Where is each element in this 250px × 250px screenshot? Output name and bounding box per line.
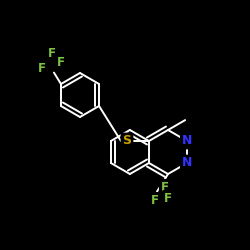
Text: F: F — [48, 47, 56, 60]
Text: N: N — [182, 156, 192, 170]
Text: F: F — [151, 194, 159, 207]
Text: S: S — [122, 134, 132, 147]
Text: F: F — [164, 192, 172, 205]
Text: N: N — [182, 134, 192, 147]
Text: F: F — [57, 56, 65, 68]
Text: F: F — [38, 62, 46, 75]
Text: F: F — [161, 181, 169, 194]
